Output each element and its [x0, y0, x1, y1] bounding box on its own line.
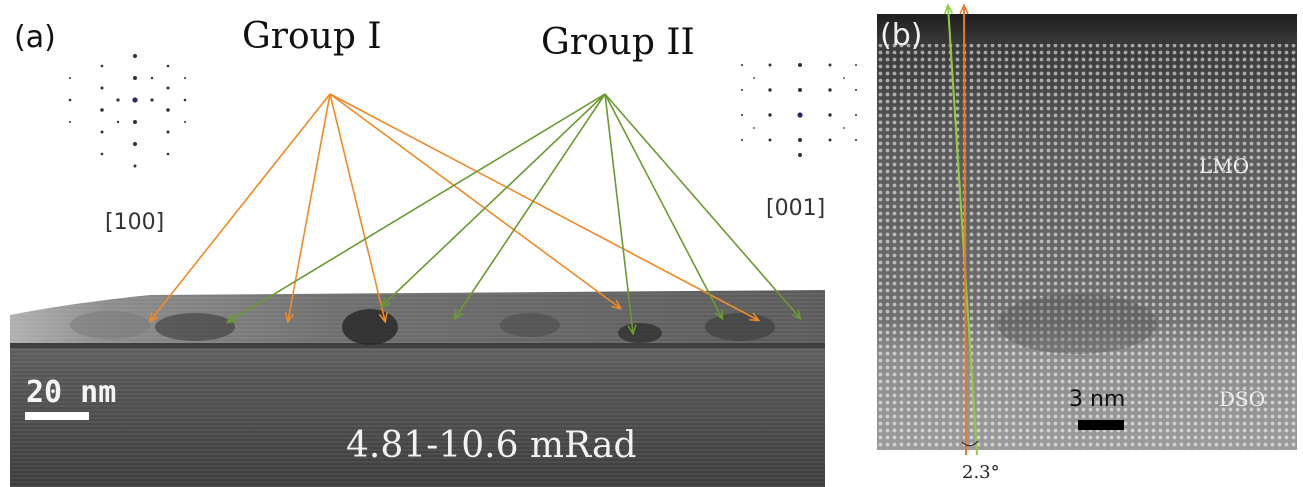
- tilt-angle-label: 2.3°: [962, 462, 1000, 483]
- tilt-lines: [930, 0, 979, 456]
- stem-micrograph-a: 20 nm 4.81-10.6 mRad: [10, 285, 825, 487]
- stem-micrograph-b: (b) LMO DSO 3 nm: [877, 14, 1297, 450]
- group-arrows: [0, 93, 870, 340]
- collection-angle-label: 4.81-10.6 mRad: [346, 425, 637, 466]
- scalebar-a: [25, 412, 89, 420]
- scalebar-b: [1078, 420, 1124, 430]
- zone-axis-100-label: [100]: [105, 210, 165, 235]
- film-direction-line: [948, 6, 978, 456]
- lmo-layer-label: LMO: [1199, 154, 1250, 178]
- scalebar-b-label: 3 nm: [1069, 387, 1126, 412]
- zone-axis-001-label: [001]: [766, 196, 826, 221]
- group-ii-title: Group II: [541, 22, 695, 63]
- group-ii-arrows: [228, 93, 800, 333]
- diffraction-pattern-100: [68, 54, 187, 168]
- group-i-title: Group I: [242, 16, 382, 57]
- panel-b-label: (b): [880, 18, 923, 53]
- substrate-direction-line: [964, 6, 966, 456]
- scalebar-a-label: 20 nm: [26, 375, 117, 410]
- panel-a-label: (a): [14, 20, 56, 55]
- dso-layer-label: DSO: [1219, 387, 1266, 411]
- diffraction-pattern-001: [741, 63, 857, 157]
- group-i-arrows: [150, 93, 758, 321]
